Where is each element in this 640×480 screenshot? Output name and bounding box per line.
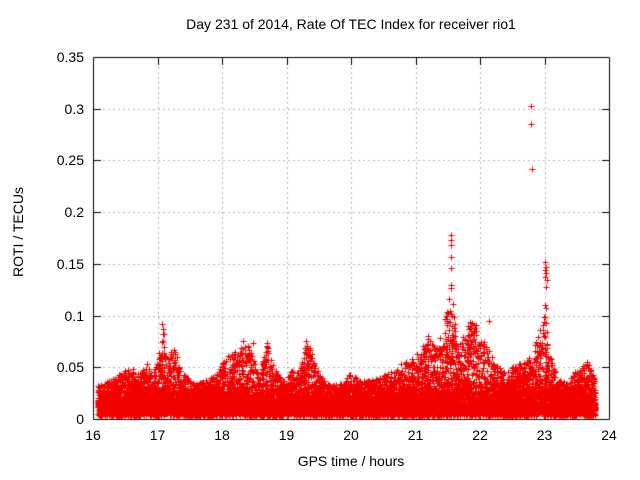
y-tick-label: 0.05 [56,359,84,376]
y-tick-label: 0.1 [64,307,84,324]
x-tick-label: 23 [536,427,553,443]
y-tick-label: 0 [76,411,84,427]
x-axis-title: GPS time / hours [297,453,405,469]
y-tick-label: 0.3 [64,100,84,117]
x-tick-label: 21 [407,427,424,443]
x-tick-label: 24 [601,427,617,443]
y-tick-label: 0.15 [56,255,84,272]
chart-title: Day 231 of 2014, Rate Of TEC Index for r… [186,16,516,32]
x-tick-label: 17 [149,427,166,443]
y-tick-label: 0.35 [56,49,84,65]
y-tick-label: 0.2 [64,204,84,221]
x-tick-label: 22 [472,427,488,443]
x-tick-label: 18 [214,427,230,443]
y-tick-label: 0.25 [56,152,84,169]
x-tick-label: 19 [278,427,295,443]
x-tick-label: 20 [343,427,359,443]
x-tick-label: 16 [85,427,101,443]
